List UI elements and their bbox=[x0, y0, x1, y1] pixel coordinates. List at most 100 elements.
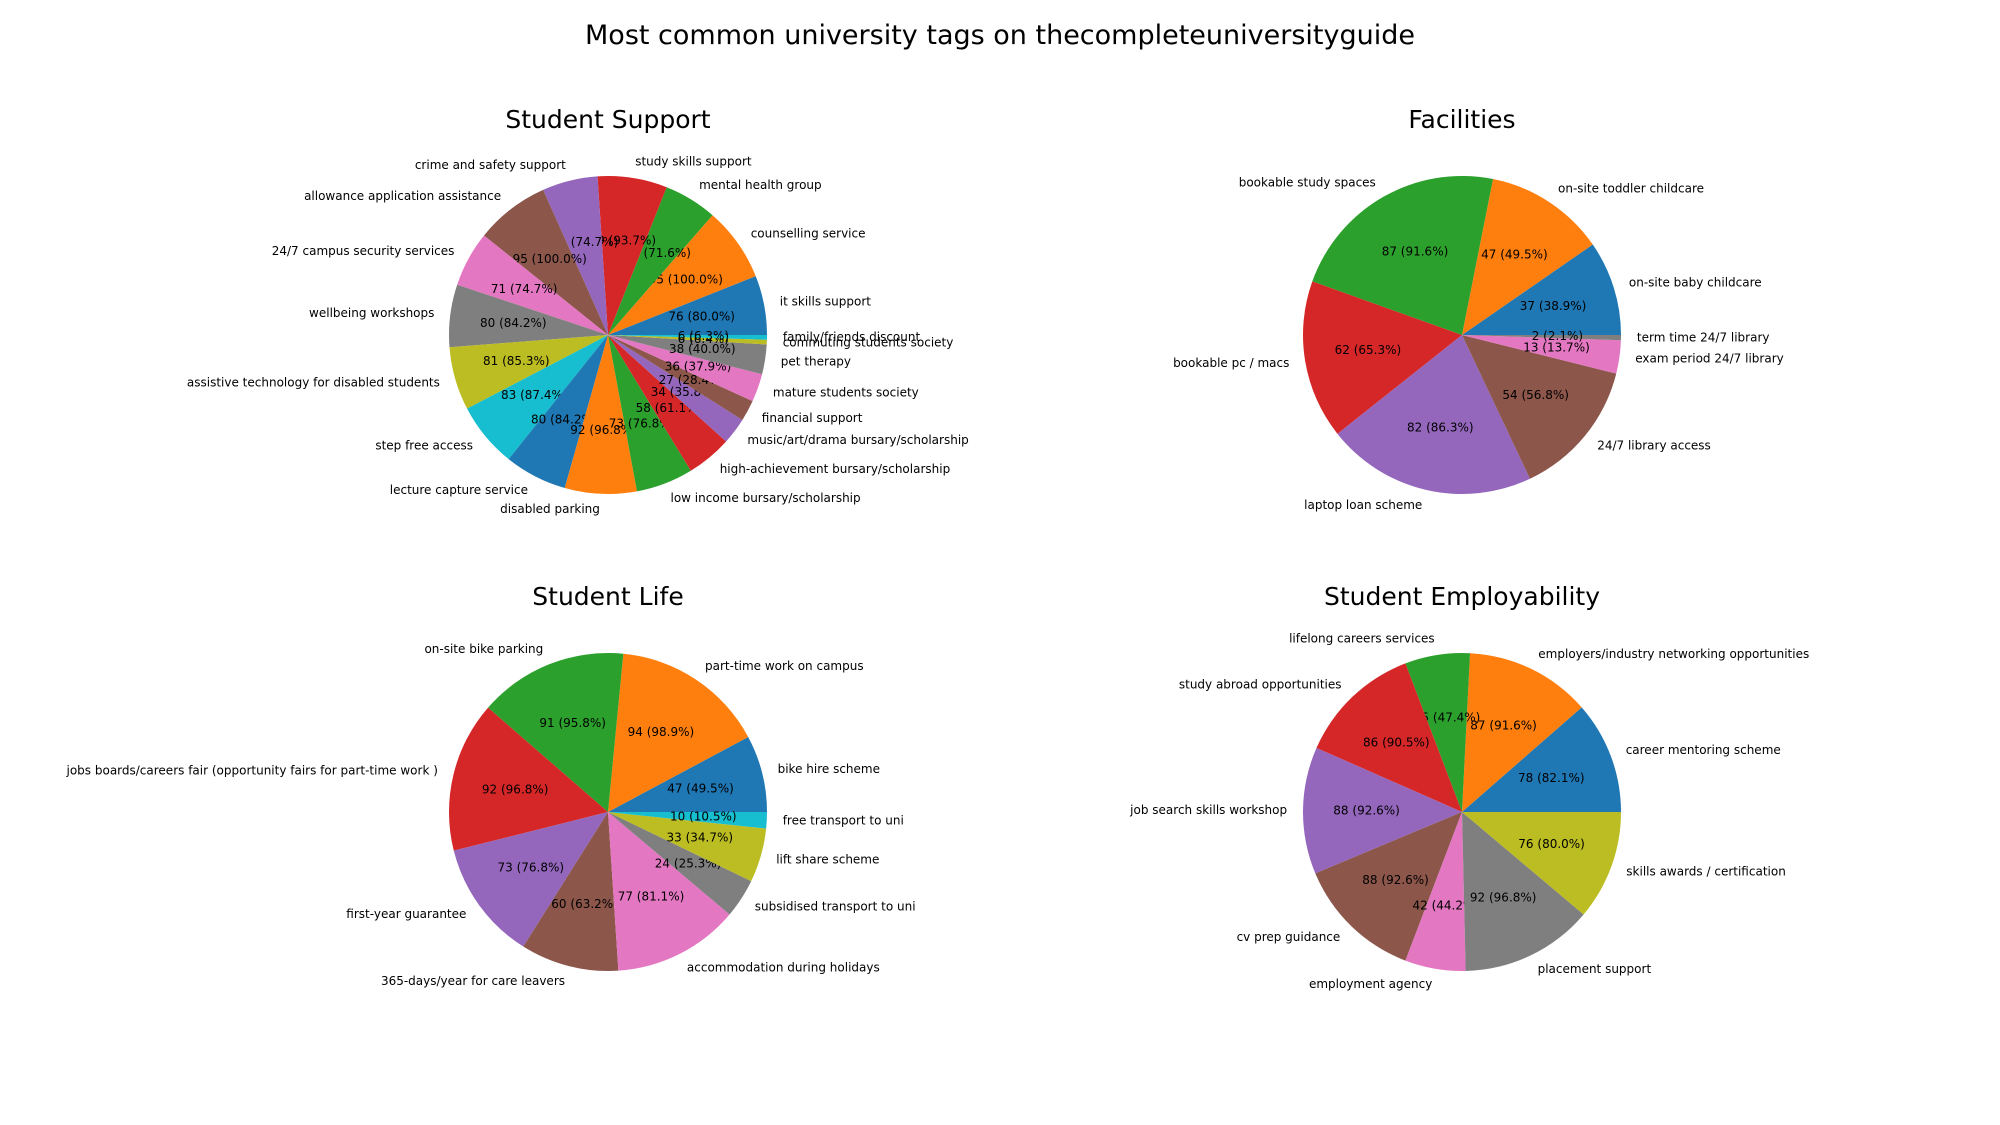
pie-slice-financial-support bbox=[608, 335, 753, 420]
slice-value-label: 2 (2.1%) bbox=[1532, 329, 1583, 343]
slice-label: career mentoring scheme bbox=[1626, 743, 1781, 757]
slice-value-label: 6 (6.3%) bbox=[678, 329, 729, 343]
slice-label: it skills support bbox=[780, 295, 871, 309]
slice-label: laptop loan scheme bbox=[1304, 498, 1422, 512]
slice-label: music/art/drama bursary/scholarship bbox=[747, 433, 968, 447]
pie-slice-on-site-toddler-childcare bbox=[1462, 179, 1593, 335]
slice-value-label: 87 (91.6%) bbox=[1470, 719, 1537, 733]
slice-value-label: 47 (49.5%) bbox=[667, 781, 734, 795]
slice-value-label: 89 (93.7%) bbox=[590, 233, 657, 247]
slice-value-label: 78 (82.1%) bbox=[1518, 771, 1585, 785]
slice-value-label: 86 (90.5%) bbox=[1363, 735, 1430, 749]
pie-slice-skills-awards-certification bbox=[1462, 812, 1621, 915]
slice-label: family/friends discount bbox=[783, 330, 921, 344]
slice-label: jobs boards/careers fair (opportunity fa… bbox=[66, 764, 438, 778]
slice-value-label: 13 (13.7%) bbox=[1523, 341, 1590, 355]
slice-value-label: 24 (25.3%) bbox=[655, 856, 722, 870]
slice-value-label: 71 (74.7%) bbox=[552, 235, 619, 249]
slice-value-label: 91 (95.8%) bbox=[539, 716, 606, 730]
slice-value-label: 92 (96.8%) bbox=[482, 782, 549, 796]
slice-label: commuting students society bbox=[783, 335, 954, 349]
pie-slice-first-year-guarantee bbox=[453, 812, 608, 947]
slice-label: 24/7 campus security services bbox=[272, 244, 455, 258]
slice-label: mental health group bbox=[699, 178, 822, 192]
pie-slice-lifelong-careers-services bbox=[1405, 652, 1471, 812]
pie-slice-high-achievement-bursary-scholarship bbox=[608, 335, 727, 471]
pie-slice-free-transport-to-uni bbox=[608, 812, 767, 829]
slice-label: pet therapy bbox=[781, 355, 851, 369]
pie-slice-allowance-application-assistance bbox=[483, 189, 608, 335]
slice-label: exam period 24/7 library bbox=[1635, 352, 1784, 366]
slice-label: high-achievement bursary/scholarship bbox=[720, 462, 951, 476]
slice-label: employers/industry networking opportunit… bbox=[1538, 647, 1809, 661]
slice-value-label: 47 (49.5%) bbox=[1481, 248, 1548, 262]
slice-value-label: 92 (96.8%) bbox=[570, 423, 637, 437]
slice-label: step free access bbox=[375, 439, 473, 453]
slice-value-label: 83 (87.4%) bbox=[501, 388, 568, 402]
slice-value-label: 94 (98.9%) bbox=[628, 725, 695, 739]
slice-label: lifelong careers services bbox=[1289, 632, 1435, 646]
slice-value-label: 54 (56.8%) bbox=[1502, 388, 1569, 402]
slice-value-label: 45 (47.4%) bbox=[1414, 710, 1481, 724]
pie-slice-part-time-work-on-campus bbox=[608, 653, 749, 812]
pie-slice-wellbeing-workshops bbox=[449, 284, 608, 348]
slice-value-label: 88 (92.6%) bbox=[1362, 873, 1429, 887]
slice-label: lift share scheme bbox=[776, 852, 879, 866]
pie-slice-24-7-campus-security-services bbox=[457, 235, 608, 335]
pie-slice-job-search-skills-workshop bbox=[1302, 747, 1462, 874]
pie-slice-bike-hire-scheme bbox=[608, 736, 767, 812]
pie-slice-employment-agency bbox=[1405, 812, 1466, 972]
pie-slice-study-skills-support bbox=[597, 176, 667, 335]
slice-label: 365-days/year for care leavers bbox=[381, 974, 565, 988]
pie-slice-placement-support bbox=[1462, 812, 1584, 971]
slice-value-label: 37 (38.9%) bbox=[1520, 299, 1587, 313]
pie-title: Facilities bbox=[1408, 105, 1515, 134]
slice-label: study abroad opportunities bbox=[1179, 678, 1342, 692]
pie-slice-step-free-access bbox=[467, 335, 608, 460]
slice-label: allowance application assistance bbox=[304, 189, 501, 203]
slice-value-label: 77 (81.1%) bbox=[618, 890, 685, 904]
pie-slice-jobs-boards-careers-fair-opportunity-fairs-for-part-time-work bbox=[448, 707, 608, 851]
slice-label: mature students society bbox=[773, 386, 919, 400]
pie-slice-accommodation-during-holidays bbox=[608, 812, 730, 971]
pie-slice-24-7-library-access bbox=[1462, 335, 1617, 479]
pie-chart-student-support: it skills support 76 (80.0%) counselling s… bbox=[187, 105, 969, 516]
slice-label: 24/7 library access bbox=[1597, 439, 1711, 453]
slice-value-label: 82 (86.3%) bbox=[1407, 420, 1474, 434]
pie-slice-term-time-24-7-library bbox=[1462, 335, 1621, 341]
slice-label: counselling service bbox=[751, 226, 866, 240]
slice-value-label: 81 (85.3%) bbox=[483, 354, 550, 368]
slice-label: accommodation during holidays bbox=[687, 961, 880, 975]
pie-title: Student Support bbox=[505, 105, 710, 134]
slice-label: skills awards / certification bbox=[1626, 865, 1786, 879]
pie-slice-mature-students-society bbox=[608, 335, 763, 402]
figure-title: Most common university tags on thecomple… bbox=[585, 20, 1415, 51]
slice-value-label: 76 (80.0%) bbox=[1518, 837, 1585, 851]
pie-slice-lift-share-scheme bbox=[608, 812, 767, 882]
slice-label: bike hire scheme bbox=[778, 762, 880, 776]
slice-value-label: 38 (40.0%) bbox=[669, 342, 736, 356]
slice-value-label: 87 (91.6%) bbox=[1382, 245, 1449, 259]
slice-label: low income bursary/scholarship bbox=[671, 491, 861, 505]
slice-label: cv prep guidance bbox=[1237, 930, 1341, 944]
slice-label: wellbeing workshops bbox=[309, 306, 434, 320]
slice-value-label: 80 (84.2%) bbox=[480, 316, 547, 330]
pie-slice-subsidised-transport-to-uni bbox=[608, 812, 752, 915]
pie-slice-pet-therapy bbox=[608, 335, 767, 375]
slice-value-label: 33 (34.7%) bbox=[667, 831, 734, 845]
pie-chart-student-life: bike hire scheme 47 (49.5%) part-time work… bbox=[66, 582, 916, 988]
pie-slice-study-abroad-opportunities bbox=[1316, 663, 1462, 812]
pie-chart-student-employability: career mentoring scheme 78 (82.1%) employe… bbox=[1129, 582, 1809, 991]
slice-value-label: 10 (10.5%) bbox=[670, 810, 737, 824]
slice-label: term time 24/7 library bbox=[1637, 330, 1770, 344]
slice-value-label: 88 (92.6%) bbox=[1333, 804, 1400, 818]
slice-label: bookable study spaces bbox=[1239, 175, 1376, 189]
slice-label: bookable pc / macs bbox=[1173, 356, 1289, 370]
pie-slice-career-mentoring-scheme bbox=[1462, 707, 1621, 812]
slice-label: part-time work on campus bbox=[705, 659, 864, 673]
pie-slice-low-income-bursary-scholarship bbox=[608, 335, 691, 492]
slice-label: subsidised transport to uni bbox=[755, 900, 916, 914]
pie-slice-family-friends-discount bbox=[608, 335, 767, 340]
pie-title: Student Employability bbox=[1324, 582, 1600, 611]
